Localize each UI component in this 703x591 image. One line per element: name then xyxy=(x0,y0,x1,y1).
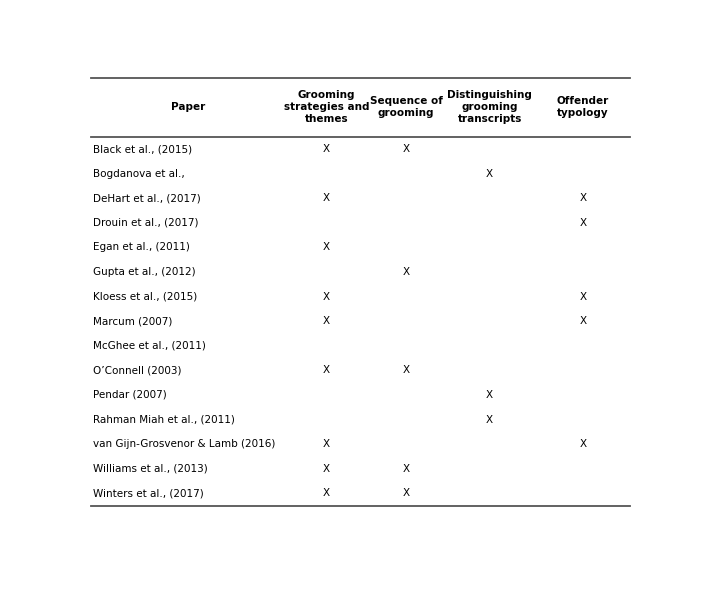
Text: X: X xyxy=(486,414,494,424)
Text: Paper: Paper xyxy=(171,102,205,112)
Text: X: X xyxy=(579,193,586,203)
Text: Black et al., (2015): Black et al., (2015) xyxy=(93,144,192,154)
Text: Offender
typology: Offender typology xyxy=(557,96,609,118)
Text: X: X xyxy=(323,316,330,326)
Text: X: X xyxy=(323,291,330,301)
Text: Egan et al., (2011): Egan et al., (2011) xyxy=(93,242,190,252)
Text: Distinguishing
grooming
transcripts: Distinguishing grooming transcripts xyxy=(447,90,532,124)
Text: Pendar (2007): Pendar (2007) xyxy=(93,390,167,400)
Text: Sequence of
grooming: Sequence of grooming xyxy=(370,96,443,118)
Text: X: X xyxy=(403,365,410,375)
Text: X: X xyxy=(323,365,330,375)
Text: X: X xyxy=(323,193,330,203)
Text: Rahman Miah et al., (2011): Rahman Miah et al., (2011) xyxy=(93,414,235,424)
Text: X: X xyxy=(403,488,410,498)
Text: Williams et al., (2013): Williams et al., (2013) xyxy=(93,464,207,473)
Text: Gupta et al., (2012): Gupta et al., (2012) xyxy=(93,267,195,277)
Text: X: X xyxy=(579,316,586,326)
Text: X: X xyxy=(323,242,330,252)
Text: X: X xyxy=(579,218,586,228)
Text: X: X xyxy=(403,267,410,277)
Text: X: X xyxy=(403,464,410,473)
Text: van Gijn-Grosvenor & Lamb (2016): van Gijn-Grosvenor & Lamb (2016) xyxy=(93,439,275,449)
Text: X: X xyxy=(323,439,330,449)
Text: X: X xyxy=(486,390,494,400)
Text: Drouin et al., (2017): Drouin et al., (2017) xyxy=(93,218,198,228)
Text: X: X xyxy=(323,144,330,154)
Text: O’Connell (2003): O’Connell (2003) xyxy=(93,365,181,375)
Text: X: X xyxy=(323,488,330,498)
Text: Kloess et al., (2015): Kloess et al., (2015) xyxy=(93,291,197,301)
Text: Winters et al., (2017): Winters et al., (2017) xyxy=(93,488,204,498)
Text: McGhee et al., (2011): McGhee et al., (2011) xyxy=(93,341,206,351)
Text: X: X xyxy=(579,439,586,449)
Text: Bogdanova et al.,: Bogdanova et al., xyxy=(93,169,184,178)
Text: Marcum (2007): Marcum (2007) xyxy=(93,316,172,326)
Text: X: X xyxy=(403,144,410,154)
Text: X: X xyxy=(486,169,494,178)
Text: X: X xyxy=(579,291,586,301)
Text: DeHart et al., (2017): DeHart et al., (2017) xyxy=(93,193,200,203)
Text: X: X xyxy=(323,464,330,473)
Text: Grooming
strategies and
themes: Grooming strategies and themes xyxy=(284,90,369,124)
